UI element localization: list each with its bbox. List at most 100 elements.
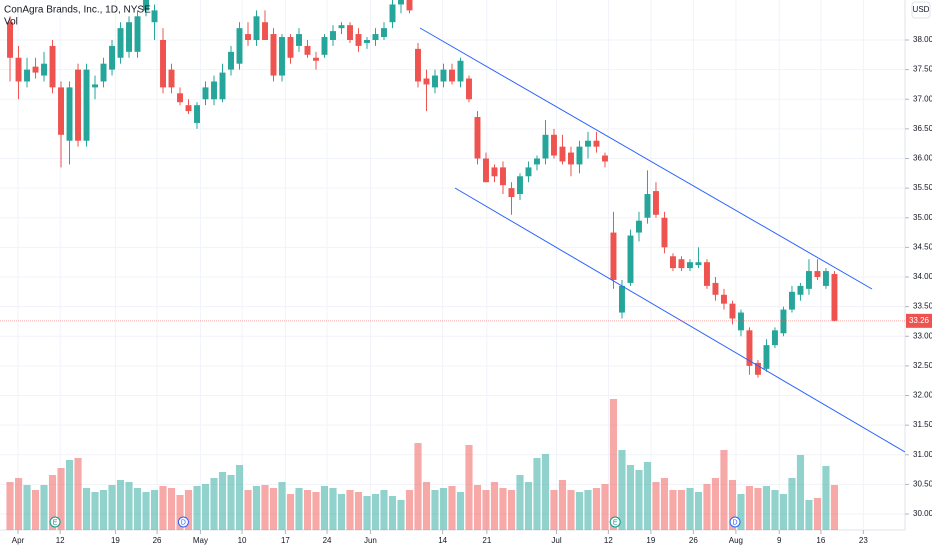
candle-body — [619, 285, 625, 313]
candle-body — [610, 232, 617, 280]
volume-bar — [465, 445, 473, 530]
y-tick-label: 34.00 — [913, 272, 932, 281]
volume-bar — [31, 490, 40, 530]
volume-bar — [380, 490, 388, 530]
candle-body — [432, 75, 438, 88]
volume-bar — [703, 484, 711, 530]
candle-body — [313, 57, 319, 61]
volume-bar — [660, 478, 669, 530]
y-tick-label: 30.50 — [913, 479, 932, 488]
x-tick-label: 23 — [859, 536, 868, 545]
candle-body — [788, 291, 795, 310]
volume-bar — [414, 443, 422, 530]
candle-body — [134, 16, 141, 52]
candle-body — [381, 28, 387, 38]
volume-bar — [397, 500, 405, 530]
candle-body — [406, 0, 413, 11]
candle-body — [585, 140, 591, 147]
y-tick-label: 30.00 — [913, 509, 932, 518]
candle-body — [41, 63, 48, 76]
x-tick-label: 19 — [111, 536, 120, 545]
candle-body — [66, 87, 73, 141]
volume-bar — [754, 488, 762, 530]
y-tick-label: 33.50 — [913, 302, 932, 311]
volume-bar — [720, 450, 728, 530]
volume-bar — [133, 488, 142, 530]
volume-bar — [830, 485, 839, 530]
y-tick-label: 36.50 — [913, 124, 932, 133]
volume-bar — [745, 486, 754, 530]
volume-bar — [601, 484, 609, 530]
volume-bar — [167, 488, 176, 530]
candle-body — [703, 262, 710, 286]
candle-body — [287, 37, 294, 58]
candle-body — [508, 188, 515, 198]
channel-lower — [454, 187, 906, 453]
candle-body — [177, 93, 183, 103]
volume-bar — [711, 478, 720, 530]
candle-body — [279, 37, 285, 76]
candle-body — [160, 39, 166, 88]
candle-body — [746, 330, 753, 366]
x-tick-label: 9 — [777, 536, 782, 545]
currency-label[interactable]: USD — [913, 5, 930, 14]
candle-body — [737, 312, 744, 331]
volume-bar — [728, 480, 737, 530]
volume-bar — [448, 486, 456, 530]
volume-bar — [210, 478, 218, 530]
candle-body — [49, 45, 56, 88]
candle-body — [330, 31, 336, 40]
volume-bar — [278, 482, 286, 530]
volume-bar — [269, 488, 278, 530]
last-price-box — [906, 313, 932, 328]
candle-body — [109, 45, 115, 70]
volume-bar — [567, 490, 575, 530]
volume-bar — [371, 494, 380, 530]
candle-body — [168, 69, 175, 88]
candle-body — [559, 146, 566, 162]
volume-bar — [575, 492, 584, 530]
volume-bar — [354, 492, 363, 530]
candle-body — [669, 256, 676, 269]
candle-body — [24, 69, 31, 82]
x-tick-label: Jul — [551, 536, 561, 545]
y-tick-label: 35.50 — [913, 183, 932, 192]
volume-bar — [507, 490, 516, 530]
x-tick-label: 21 — [482, 536, 491, 545]
candle-body — [712, 282, 719, 295]
y-tick-label: 36.00 — [913, 154, 932, 163]
candle-body — [449, 69, 455, 82]
currency-box[interactable] — [911, 1, 931, 19]
volume-bar — [516, 475, 524, 530]
candle-body — [415, 48, 421, 82]
volume-bar — [48, 475, 57, 530]
volume-bar — [184, 490, 193, 530]
volume-bar — [193, 486, 201, 530]
volume-bar — [116, 480, 125, 530]
volume-bar — [431, 490, 439, 530]
candle-body — [398, 0, 404, 5]
candle-body — [652, 191, 659, 215]
candle-body — [83, 69, 90, 141]
candle-body — [797, 285, 804, 295]
y-tick-label: 33.00 — [913, 331, 932, 340]
volume-bar — [686, 488, 694, 530]
x-tick-label: 10 — [238, 536, 247, 545]
volume-bar — [74, 458, 82, 530]
candle-body — [355, 34, 362, 46]
candle-body — [500, 167, 506, 186]
candle-body — [551, 134, 557, 156]
candle-body — [75, 69, 81, 141]
candle-body — [771, 330, 778, 346]
x-tick-label: 14 — [438, 536, 447, 545]
candle-body — [219, 72, 226, 100]
candle-body — [228, 51, 234, 70]
candle-body — [831, 274, 838, 321]
volume-bar — [533, 458, 541, 530]
volume-bar — [669, 490, 677, 530]
candle-body — [763, 345, 770, 369]
candle-body — [58, 87, 64, 135]
event-label: D — [732, 519, 737, 526]
volume-bar — [363, 496, 371, 530]
candle-body — [423, 78, 430, 85]
